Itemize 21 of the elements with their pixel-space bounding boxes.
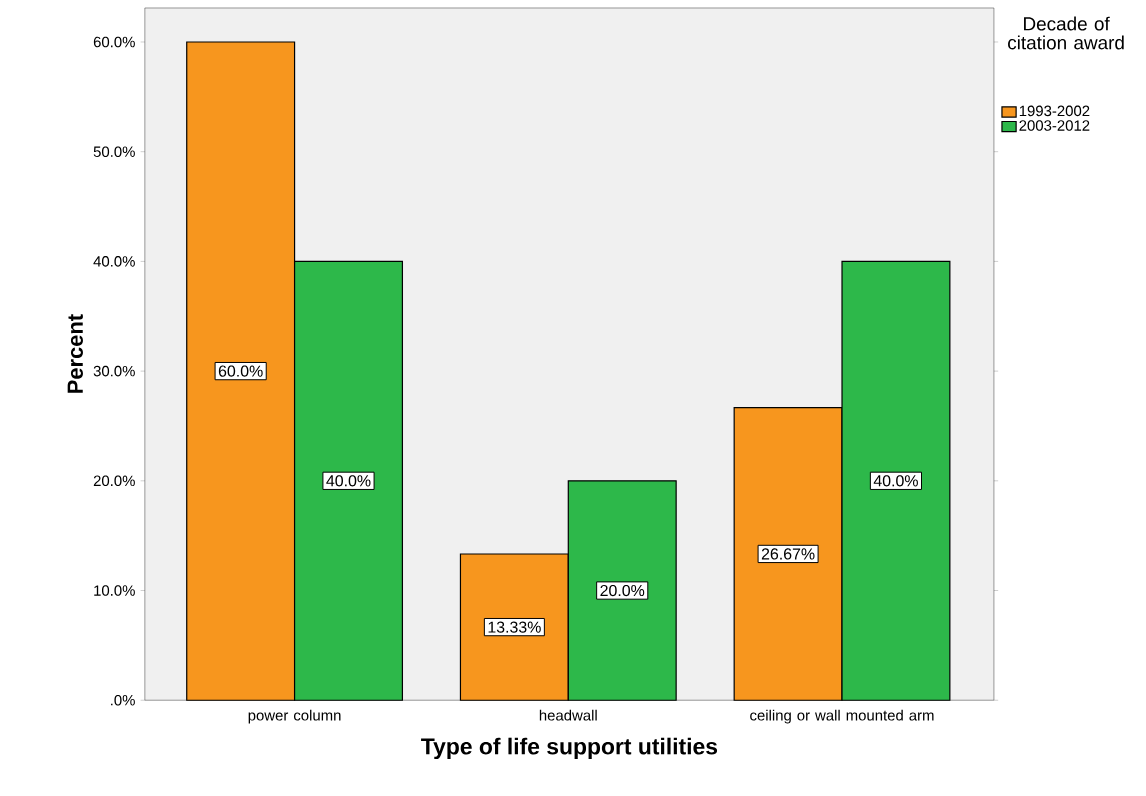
legend-title: Decade of citation award <box>1008 16 1124 50</box>
data-label: 40.0% <box>326 475 371 487</box>
x-tick-label: headwall <box>539 709 597 721</box>
x-tick-label: ceiling or wall mounted arm <box>750 709 934 724</box>
legend-label: 1993-2002 <box>1019 105 1090 117</box>
y-axis-title: Percent <box>67 314 83 393</box>
y-tick-label: .0% <box>111 694 135 706</box>
y-tick-label: 50.0% <box>93 146 135 157</box>
data-label: 20.0% <box>600 584 645 597</box>
legend-label: 2003-2012 <box>1019 120 1090 131</box>
y-tick-label: 30.0% <box>93 365 135 377</box>
y-tick-label: 20.0% <box>93 475 135 487</box>
data-label: 60.0% <box>218 365 263 377</box>
data-label: 26.67% <box>761 548 815 560</box>
data-label: 13.33% <box>488 621 541 633</box>
x-axis-title: Type of life support utilities <box>421 737 718 759</box>
y-tick-label: 60.0% <box>93 36 135 48</box>
y-tick-label: 10.0% <box>94 585 135 596</box>
data-label: 40.0% <box>873 475 918 487</box>
y-tick-label: 40.0% <box>93 256 135 267</box>
x-tick-label: power column <box>248 709 341 724</box>
